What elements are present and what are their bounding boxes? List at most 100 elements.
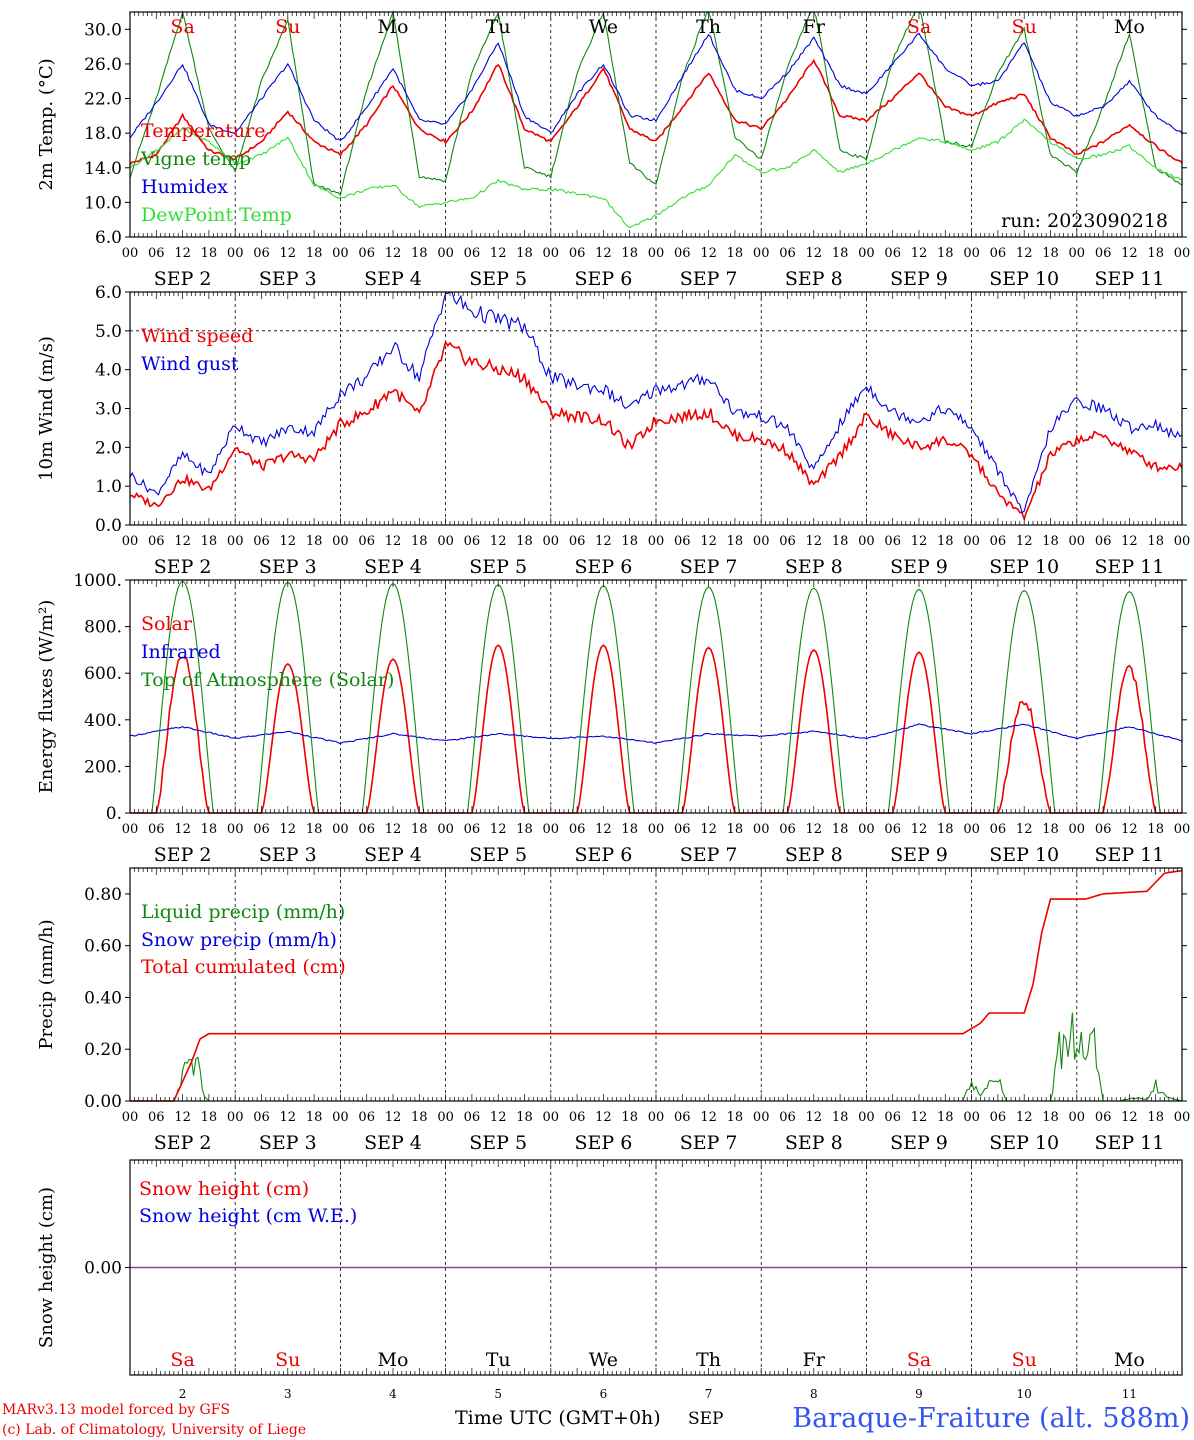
date-label: SEP 2 — [154, 1132, 212, 1154]
hour-label: 06 — [253, 534, 270, 549]
hour-label: 06 — [779, 246, 796, 261]
series-vigne-temp — [129, 9, 1183, 197]
legend-entry: DewPoint Temp — [141, 204, 292, 226]
hour-label: 18 — [937, 246, 954, 261]
hour-label: 18 — [1042, 822, 1059, 837]
date-label: SEP 11 — [1094, 844, 1164, 866]
y-axis-label: Precip (mm/h) — [36, 919, 57, 1049]
hour-label: 00 — [1069, 246, 1086, 261]
hour-label: 06 — [464, 1110, 481, 1125]
hour-label: 12 — [595, 534, 612, 549]
hour-label: 00 — [648, 246, 665, 261]
hour-label: 12 — [1016, 534, 1033, 549]
date-label: SEP 5 — [469, 268, 527, 290]
day-name-bottom: We — [589, 1349, 618, 1371]
hour-label: 12 — [1121, 822, 1138, 837]
hour-label: 06 — [464, 246, 481, 261]
hour-label: 06 — [884, 246, 901, 261]
hour-label: 12 — [1016, 246, 1033, 261]
y-tick-label: 0.20 — [84, 1040, 122, 1060]
date-label: SEP 8 — [785, 556, 843, 578]
y-tick-label: 2.0 — [95, 438, 122, 458]
day-name-top: Tu — [486, 16, 511, 38]
hour-label: 00 — [753, 534, 770, 549]
hour-label: 00 — [1069, 534, 1086, 549]
hour-label: 18 — [516, 534, 533, 549]
hour-label: 12 — [174, 534, 191, 549]
x-axis-title: Time UTC (GMT+0h) — [455, 1407, 661, 1429]
hour-label: 06 — [884, 1110, 901, 1125]
day-name-top: Sa — [170, 16, 194, 38]
legend-entry: Liquid precip (mm/h) — [141, 901, 345, 923]
date-label: SEP 10 — [989, 556, 1059, 578]
hour-label: 18 — [937, 534, 954, 549]
hour-label: 00 — [122, 534, 139, 549]
day-name-top: Th — [696, 16, 721, 38]
hour-label: 12 — [806, 534, 823, 549]
date-label: SEP 3 — [259, 844, 317, 866]
hour-label: 06 — [464, 534, 481, 549]
hour-label: 18 — [516, 246, 533, 261]
y-axis-label: Snow height (cm) — [36, 1187, 57, 1348]
hour-label: 12 — [595, 1110, 612, 1125]
legend-entry: Wind gust — [141, 353, 239, 375]
hour-label: 00 — [1174, 246, 1191, 261]
y-tick-label: 30.0 — [84, 20, 122, 40]
date-label: SEP 9 — [890, 844, 948, 866]
legend-entry: Wind speed — [141, 325, 253, 347]
hour-label: 18 — [937, 1110, 954, 1125]
hour-label: 00 — [648, 534, 665, 549]
hour-label: 00 — [963, 822, 980, 837]
day-name-bottom: Th — [696, 1349, 721, 1371]
hour-label: 06 — [569, 246, 586, 261]
hour-label: 18 — [832, 246, 849, 261]
day-number: 8 — [810, 1387, 818, 1401]
date-label: SEP 4 — [364, 1132, 422, 1154]
hour-label: 06 — [569, 822, 586, 837]
hour-label: 00 — [1174, 822, 1191, 837]
legend-entry: Humidex — [141, 176, 228, 198]
hour-label: 18 — [201, 534, 218, 549]
hour-label: 00 — [122, 822, 139, 837]
series-infrared — [129, 723, 1183, 745]
y-tick-label: 14.0 — [84, 159, 122, 179]
hour-label: 00 — [227, 534, 244, 549]
day-name-bottom: Sa — [170, 1349, 194, 1371]
hour-label: 12 — [490, 1110, 507, 1125]
y-tick-label: 0.60 — [84, 937, 122, 957]
date-label: SEP 7 — [680, 556, 738, 578]
hour-label: 06 — [253, 1110, 270, 1125]
date-label: SEP 8 — [785, 1132, 843, 1154]
y-tick-label: 600. — [84, 664, 122, 684]
hour-label: 18 — [411, 534, 428, 549]
series-dewpoint-temp — [129, 118, 1183, 229]
y-tick-label: 6.0 — [95, 228, 122, 248]
legend-entry: Snow precip (mm/h) — [141, 929, 337, 951]
date-label: SEP 3 — [259, 268, 317, 290]
series-temperature — [129, 58, 1183, 165]
hour-label: 00 — [543, 246, 560, 261]
day-name-bottom: Fr — [803, 1349, 826, 1371]
hour-label: 00 — [227, 822, 244, 837]
day-number: 6 — [600, 1387, 608, 1401]
date-label: SEP 9 — [890, 1132, 948, 1154]
hour-label: 06 — [674, 1110, 691, 1125]
hour-label: 00 — [332, 1110, 349, 1125]
hour-label: 18 — [832, 534, 849, 549]
date-label: SEP 4 — [364, 844, 422, 866]
day-name-bottom: Su — [275, 1349, 300, 1371]
date-label: SEP 8 — [785, 844, 843, 866]
hour-label: 00 — [437, 1110, 454, 1125]
hour-label: 06 — [569, 534, 586, 549]
y-tick-label: 400. — [84, 711, 122, 731]
hour-label: 12 — [385, 1110, 402, 1125]
date-label: SEP 10 — [989, 268, 1059, 290]
day-name-top: Su — [275, 16, 300, 38]
date-label: SEP 5 — [469, 556, 527, 578]
date-label: SEP 11 — [1094, 556, 1164, 578]
hour-label: 18 — [727, 246, 744, 261]
hour-label: 00 — [858, 822, 875, 837]
hour-label: 06 — [358, 1110, 375, 1125]
y-tick-label: 22.0 — [84, 90, 122, 110]
